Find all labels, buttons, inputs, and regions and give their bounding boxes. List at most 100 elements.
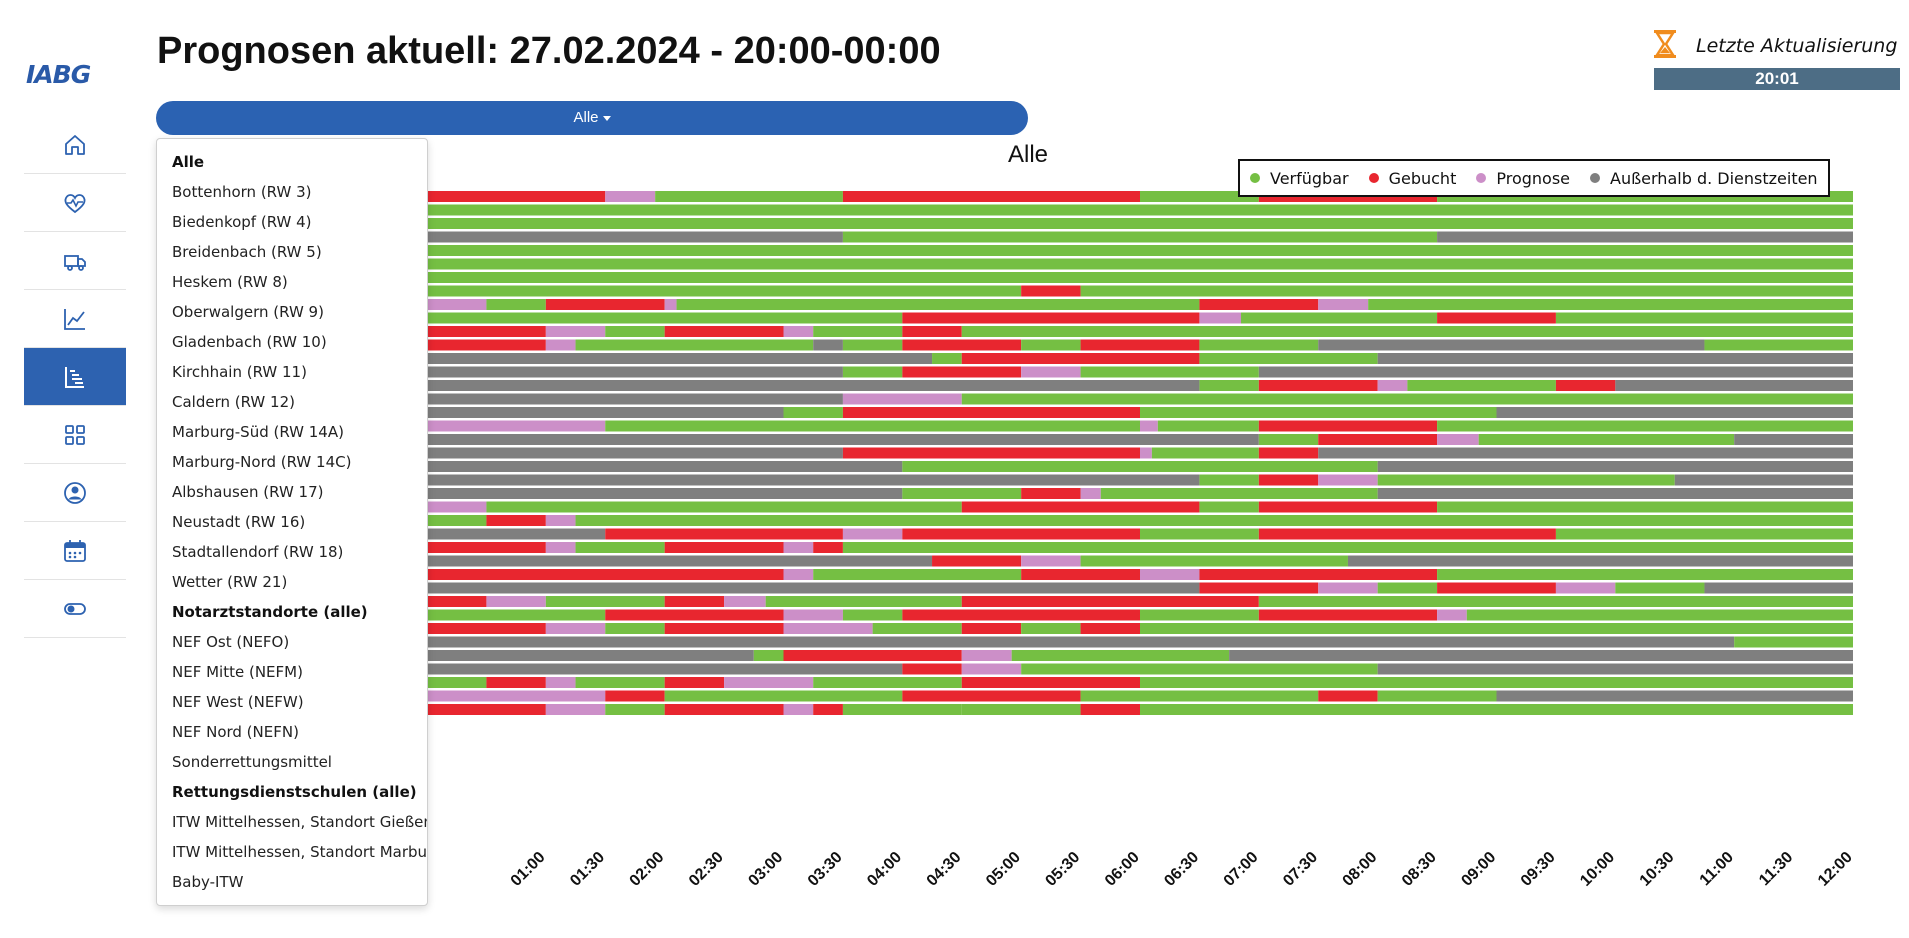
timeline-bar [545,326,606,337]
timeline-row [427,636,1853,648]
filter-option[interactable]: NEF Ost (NEFO) [172,633,290,651]
legend-dot [1250,173,1260,183]
timeline-bar [1615,380,1853,391]
filter-option[interactable]: Gladenbach (RW 10) [172,333,327,351]
last-update-panel: Letzte Aktualisierung 20:01 [1652,29,1900,90]
x-tick-label: 07:30 [1280,849,1321,890]
heart-pulse-icon [64,193,86,213]
timeline-bar [1437,501,1853,513]
timeline-bar [1199,501,1259,513]
sidebar-item-profile[interactable] [24,464,126,522]
legend-item: Prognose [1476,169,1570,188]
timeline-bar [575,677,665,688]
filter-option[interactable]: ITW Mittelhessen, Standort Marburg [172,843,428,861]
timeline-bar [664,596,725,607]
timeline-bar [1496,407,1853,418]
filter-option[interactable]: Oberwalgern (RW 9) [172,303,324,321]
timeline-bar [783,623,873,634]
filter-option[interactable]: Kirchhain (RW 11) [172,363,307,381]
timeline-row [427,474,1853,486]
timeline-bar [1377,690,1497,702]
timeline-row [427,555,1853,567]
calendar-icon [64,539,86,562]
timeline-bar [545,623,606,634]
timeline-row [427,312,1853,324]
timeline-bar [1466,609,1853,621]
filter-option[interactable]: Baby-ITW [172,873,244,891]
x-tick-label: 10:30 [1637,849,1678,890]
timeline-bar [427,623,546,634]
timeline-bar [813,677,962,688]
sidebar-nav [24,116,126,638]
filter-dropdown-button[interactable]: Alle [156,101,1028,135]
timeline-row [427,353,1853,364]
filter-option[interactable]: Neustadt (RW 16) [172,513,306,531]
timeline-bar [961,677,1140,688]
x-tick-label: 03:30 [805,849,846,890]
timeline-bar [1377,461,1853,472]
timeline-row [427,596,1853,607]
timeline-bar [1437,582,1556,594]
sidebar-item-forecast[interactable] [24,348,126,406]
filter-option[interactable]: Marburg-Süd (RW 14A) [172,423,344,441]
timeline-bar [1199,569,1438,580]
filter-option[interactable]: Notarztstandorte (alle) [172,603,368,621]
timeline-bar [1258,380,1378,391]
sidebar-item-statistics[interactable] [24,290,126,348]
filter-option[interactable]: Breidenbach (RW 5) [172,243,322,261]
filter-option[interactable]: NEF West (NEFW) [172,693,304,711]
timeline-bar [842,542,1853,553]
filter-option[interactable]: Rettungsdienstschulen (alle) [172,783,417,801]
timeline-bar [961,393,1853,405]
filter-option[interactable]: NEF Nord (NEFN) [172,723,299,741]
timeline-bar [1318,434,1438,445]
timeline-bar [486,501,962,513]
sidebar-item-calendar[interactable] [24,522,126,580]
timeline-bar [1140,528,1259,540]
timeline-bar [427,393,843,405]
timeline-bar [1021,623,1081,634]
filter-option[interactable]: Wetter (RW 21) [172,573,288,591]
timeline-bar [427,353,933,364]
filter-option[interactable]: NEF Mitte (NEFM) [172,663,303,681]
timeline-bar [1199,582,1319,594]
filter-option[interactable]: Bottenhorn (RW 3) [172,183,312,201]
filter-option[interactable]: Heskem (RW 8) [172,273,288,291]
sidebar-item-health[interactable] [24,174,126,232]
filter-option[interactable]: Albshausen (RW 17) [172,483,324,501]
sidebar-item-home[interactable] [24,116,126,174]
timeline-bar [1151,447,1259,459]
timeline-bar [1496,690,1853,702]
sidebar-item-settings[interactable] [24,580,126,638]
timeline-bar [575,542,665,553]
timeline-bar [1258,366,1853,378]
line-chart-icon [64,308,85,330]
timeline-bar [1377,488,1853,499]
filter-option[interactable]: Sonderrettungsmittel [172,753,332,771]
filter-option[interactable]: ITW Mittelhessen, Standort Gießen [172,813,428,831]
sidebar-item-vehicles[interactable] [24,232,126,290]
timeline-bar [1021,663,1378,675]
timeline-bar [575,339,814,351]
x-tick-label: 08:00 [1340,849,1381,890]
x-tick-label: 04:30 [924,849,965,890]
home-icon [65,134,85,155]
filter-option[interactable]: Marburg-Nord (RW 14C) [172,453,352,471]
filter-option[interactable]: Biedenkopf (RW 4) [172,213,312,231]
x-tick-label: 09:00 [1458,849,1499,890]
timeline-bar [902,663,962,675]
timeline-bar [961,623,1022,634]
timeline-bar [605,191,656,202]
timeline-bar [1080,366,1259,378]
sidebar-item-dashboard[interactable] [24,406,126,464]
timeline-row [427,663,1853,675]
timeline-bar [427,299,487,310]
filter-option[interactable]: Caldern (RW 12) [172,393,295,411]
timeline-row [427,569,1853,580]
timeline-bar [1199,339,1319,351]
timeline-bar [1258,501,1438,513]
timeline-bar [783,609,843,621]
filter-option[interactable]: Alle [172,153,205,171]
hourglass-icon [1652,29,1678,64]
filter-option[interactable]: Stadtallendorf (RW 18) [172,543,344,561]
